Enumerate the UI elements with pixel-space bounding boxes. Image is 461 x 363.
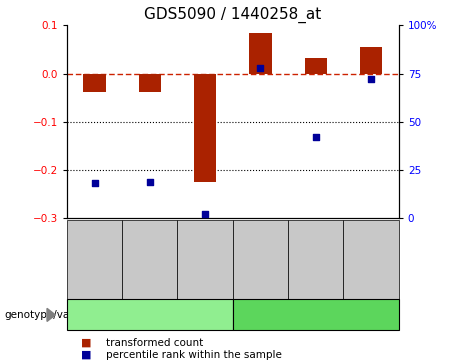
Bar [249, 33, 272, 73]
Text: GSM1151363: GSM1151363 [311, 233, 320, 286]
Bar [139, 73, 161, 92]
Point [312, 134, 319, 140]
Text: GSM1151359: GSM1151359 [90, 233, 99, 286]
Bar [360, 47, 382, 73]
Title: GDS5090 / 1440258_at: GDS5090 / 1440258_at [144, 7, 321, 23]
Text: transformed count: transformed count [106, 338, 203, 348]
Text: wild type: wild type [295, 310, 337, 319]
Bar [83, 73, 106, 92]
Text: GSM1151364: GSM1151364 [366, 233, 376, 286]
Text: GSM1151360: GSM1151360 [145, 233, 154, 286]
Text: genotype/variation: genotype/variation [5, 310, 104, 320]
Point [367, 76, 375, 82]
Text: percentile rank within the sample: percentile rank within the sample [106, 350, 282, 360]
Text: ■: ■ [81, 338, 91, 348]
Point [146, 179, 154, 185]
Bar [305, 58, 327, 73]
Point [257, 65, 264, 71]
Bar [194, 73, 216, 182]
Text: cystatin B knockout Cstb-/-: cystatin B knockout Cstb-/- [89, 310, 211, 319]
Point [201, 211, 209, 217]
Text: GSM1151362: GSM1151362 [256, 233, 265, 286]
Text: ■: ■ [81, 350, 91, 360]
Text: GSM1151361: GSM1151361 [201, 233, 210, 286]
Point [91, 180, 98, 186]
